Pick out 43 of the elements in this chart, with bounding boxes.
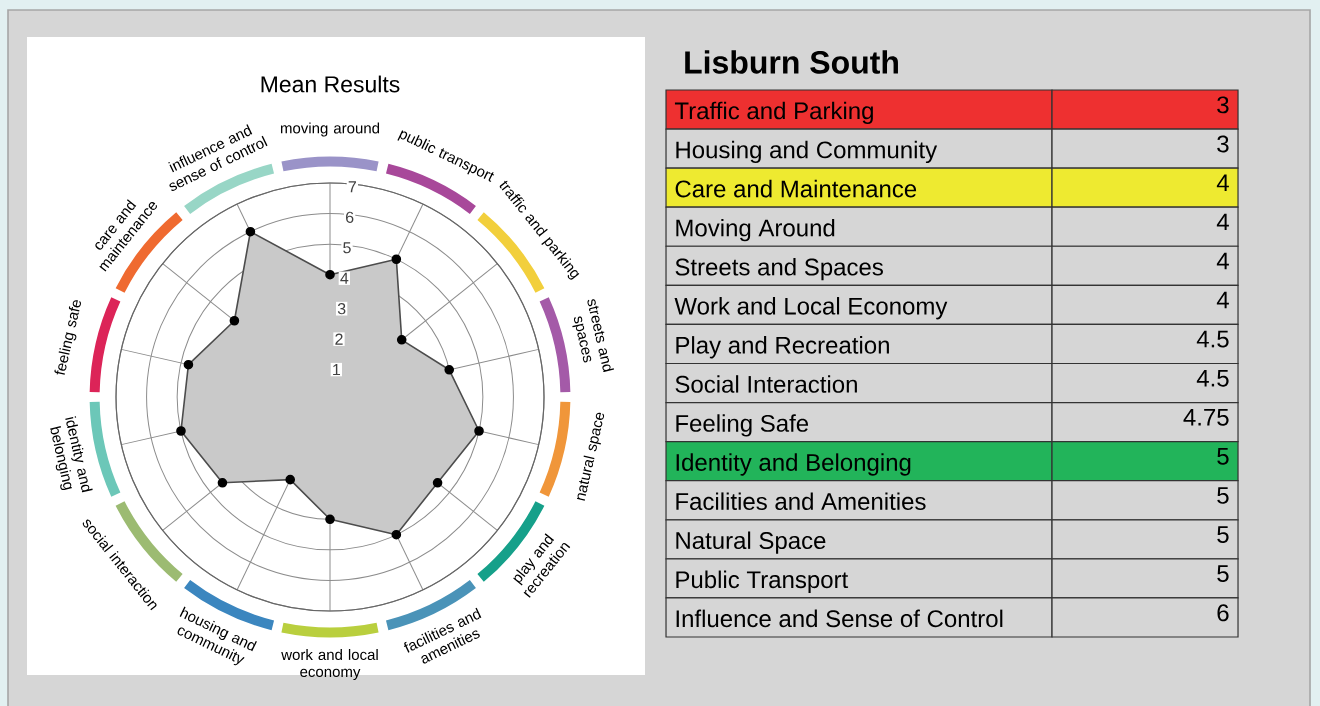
category-label: Influence and Sense of Control bbox=[676, 609, 1003, 628]
category-label: Natural Space bbox=[676, 531, 826, 554]
y-tick-label: 7 bbox=[348, 181, 356, 193]
y-tick-label: 3 bbox=[337, 303, 346, 315]
spoke-label: streets and spaces bbox=[572, 299, 615, 373]
spoke-label: work and local economy bbox=[281, 649, 378, 680]
y-tick-label: 5 bbox=[343, 242, 351, 254]
category-label: Play and Recreation bbox=[676, 336, 889, 359]
y-tick-label: 4 bbox=[340, 272, 349, 284]
data-label: 3 bbox=[1217, 96, 1229, 114]
category-label: Identity and Belonging bbox=[676, 453, 911, 476]
chart-title: Mean Results bbox=[261, 75, 400, 93]
category-label: Public Transport bbox=[676, 570, 849, 593]
data-label: 4 bbox=[1216, 174, 1229, 192]
y-tick-label: 1 bbox=[333, 364, 341, 376]
data-label: 4 bbox=[1216, 291, 1229, 309]
data-label: 4.75 bbox=[1183, 408, 1229, 426]
data-label: 4.5 bbox=[1196, 330, 1229, 348]
category-label: Moving Around bbox=[676, 218, 835, 242]
category-label: Feeling Safe bbox=[676, 414, 809, 437]
spoke-label: natural space bbox=[576, 412, 605, 501]
data-label: 6 bbox=[1217, 604, 1229, 622]
data-label: 5 bbox=[1217, 526, 1229, 543]
data-label: 5 bbox=[1217, 565, 1229, 582]
category-label: Traffic and Parking bbox=[674, 101, 873, 125]
category-label: Work and Local Economy bbox=[674, 297, 948, 320]
data-label: 4 bbox=[1216, 252, 1229, 270]
data-label: 3 bbox=[1217, 135, 1229, 153]
data-label: 4 bbox=[1216, 213, 1229, 231]
data-label: 5 bbox=[1217, 448, 1229, 465]
category-label: Housing and Community bbox=[676, 140, 938, 164]
data-label: 4.5 bbox=[1196, 369, 1229, 387]
y-tick-label: 2 bbox=[335, 333, 343, 345]
category-label: Care and Maintenance bbox=[675, 179, 917, 198]
category-label: Facilities and Amenities bbox=[676, 492, 926, 510]
spoke-label: identity and belonging bbox=[50, 416, 93, 493]
spoke-label: feeling safe bbox=[54, 300, 81, 375]
category-label: Social Interaction bbox=[675, 375, 857, 393]
spoke-label: moving around bbox=[280, 122, 380, 137]
category-label: Streets and Spaces bbox=[675, 257, 883, 281]
text: Lisburn South bbox=[685, 50, 898, 74]
data-label: 5 bbox=[1217, 487, 1229, 504]
y-tick-label: 6 bbox=[346, 211, 354, 223]
